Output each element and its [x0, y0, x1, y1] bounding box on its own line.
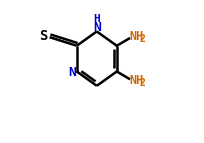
Text: NH: NH — [129, 74, 143, 87]
Text: H: H — [93, 14, 100, 24]
Text: N: N — [92, 21, 100, 34]
Text: 2: 2 — [139, 34, 145, 44]
Text: S: S — [39, 29, 47, 43]
Text: 2: 2 — [139, 78, 145, 88]
Text: N: N — [68, 66, 76, 79]
Text: NH: NH — [129, 30, 143, 43]
